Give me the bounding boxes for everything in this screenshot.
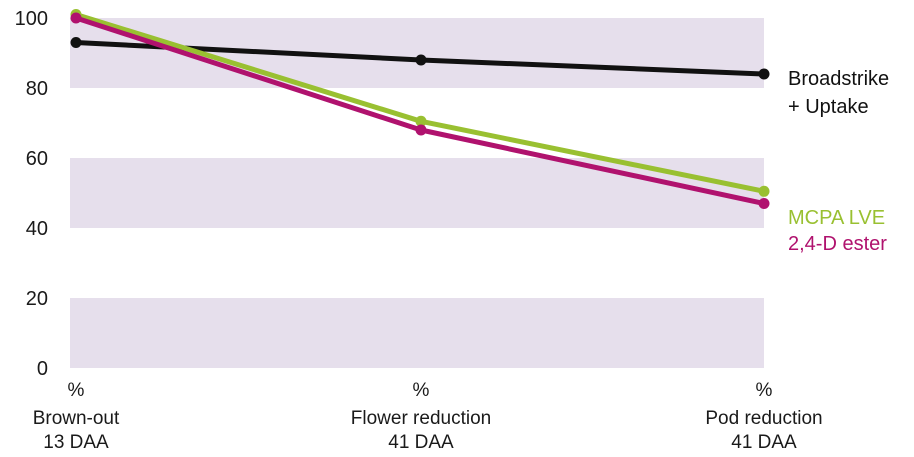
data-point	[758, 198, 770, 209]
x-tick-unit: %	[413, 380, 430, 401]
series-label: MCPA LVE	[788, 207, 885, 229]
grid-band-0	[70, 298, 764, 368]
x-tick-sublabel: 41 DAA	[388, 432, 454, 453]
series-labels: Broadstrike + Uptake MCPA LVE 2,4-D ester	[788, 68, 889, 255]
y-axis-ticks: 0 20 40 60 80 100	[15, 8, 48, 380]
x-tick-unit: %	[68, 380, 85, 401]
data-point	[415, 54, 427, 66]
x-tick-label: Flower reduction	[351, 408, 491, 429]
series-label: + Uptake	[788, 96, 869, 118]
x-tick-sublabel: 13 DAA	[43, 432, 109, 453]
series-lines	[70, 9, 770, 209]
y-tick-label: 40	[26, 218, 48, 240]
data-point	[70, 37, 82, 48]
y-tick-label: 60	[26, 148, 48, 170]
x-tick-label: Pod reduction	[705, 408, 822, 429]
data-point	[415, 115, 427, 127]
data-point	[758, 68, 770, 80]
y-tick-label: 20	[26, 288, 48, 310]
data-point	[415, 124, 427, 136]
x-tick-unit: %	[756, 380, 773, 401]
x-tick-sublabel: 41 DAA	[731, 432, 797, 453]
grid-band-2	[70, 18, 764, 88]
data-point	[70, 12, 82, 24]
series-label: 2,4-D ester	[788, 233, 887, 255]
y-tick-label: 0	[37, 358, 48, 380]
series-label: Broadstrike	[788, 68, 889, 90]
x-tick-label: Brown-out	[33, 408, 120, 429]
x-axis-labels: % Brown-out 13 DAA% Flower reduction 41 DAA%…	[33, 380, 823, 453]
y-tick-label: 100	[15, 8, 48, 30]
y-tick-label: 80	[26, 78, 48, 100]
data-point	[758, 185, 770, 197]
